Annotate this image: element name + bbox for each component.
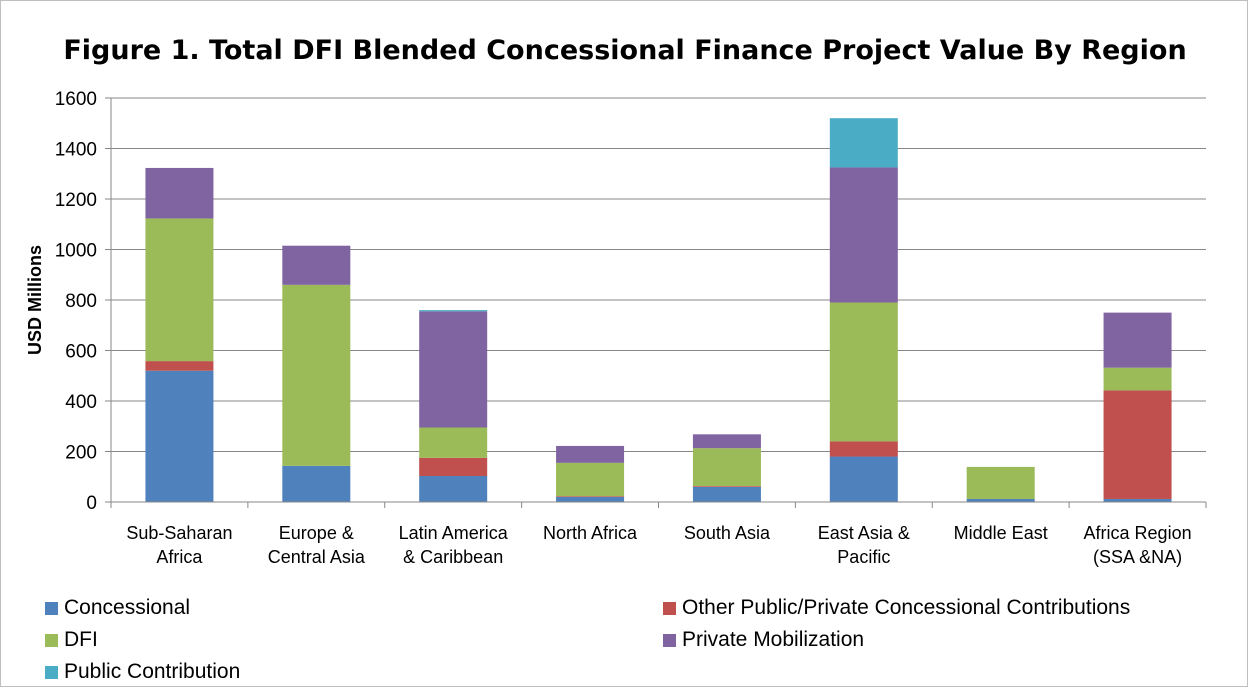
bar-segment-dfi — [282, 284, 351, 466]
bar-segment-concessional — [829, 456, 898, 502]
bar-segment-dfi — [1103, 367, 1172, 391]
legend-item: Concessional — [45, 596, 190, 619]
x-tick-label: South Asia — [684, 523, 771, 543]
legend-item: DFI — [45, 628, 98, 651]
y-axis-label: USD Millions — [25, 245, 45, 355]
legend-item: Public Contribution — [45, 660, 240, 683]
bar-segment-private-mobilization — [419, 311, 488, 428]
bar-segment-private-mobilization — [556, 445, 625, 463]
legend-item: Private Mobilization — [663, 628, 864, 651]
x-tick-labels: Sub-Saharan Africa Europe & Central Asia Lat… — [126, 523, 1191, 567]
y-tick-label: 0 — [86, 493, 97, 514]
axes — [105, 97, 1207, 508]
bar-segment-concessional — [692, 486, 761, 502]
bar-segment-dfi — [692, 448, 761, 487]
legend-label: Private Mobilization — [682, 628, 864, 651]
gridlines — [111, 97, 1206, 452]
bar-segment-other-public-private-concessional-contributions — [692, 486, 761, 487]
legend-swatch — [663, 634, 676, 647]
y-tick-label: 800 — [65, 291, 97, 312]
y-tick-label: 1000 — [55, 241, 97, 262]
legend-label: Other Public/Private Concessional Contri… — [682, 596, 1130, 619]
x-tick-label: Latin America & Caribbean — [399, 523, 509, 567]
legend-swatch — [663, 602, 676, 615]
bar-segment-public-contribution — [419, 310, 488, 312]
chart-title: Figure 1. Total DFI Blended Concessional… — [63, 35, 1186, 66]
legend: Concessional Other Public/Private Concess… — [45, 596, 1130, 683]
x-tick-label: East Asia & Pacific — [818, 523, 910, 567]
bar-segment-dfi — [145, 218, 214, 362]
x-tick-label: Sub-Saharan Africa — [126, 523, 232, 567]
bar-segment-concessional — [1103, 498, 1172, 502]
bar-segment-concessional — [282, 465, 351, 502]
x-tick-label: Middle East — [954, 523, 1048, 543]
bar-segment-other-public-private-concessional-contributions — [829, 441, 898, 457]
bar-segment-other-public-private-concessional-contributions — [556, 496, 625, 497]
y-tick-label: 1200 — [55, 190, 97, 211]
bar-segment-dfi — [556, 462, 625, 497]
bar-segment-concessional — [966, 498, 1035, 502]
bar-segment-dfi — [966, 466, 1035, 499]
y-tick-label: 200 — [65, 443, 97, 464]
y-tick-label: 600 — [65, 342, 97, 363]
legend-swatch — [45, 666, 58, 679]
x-tick-label: North Africa — [543, 523, 638, 543]
bar-segment-private-mobilization — [1103, 312, 1172, 368]
bar-segment-concessional — [145, 370, 214, 502]
bars — [145, 118, 1172, 502]
legend-swatch — [45, 634, 58, 647]
x-tick-label: Europe & Central Asia — [268, 523, 366, 567]
y-tick-labels: 0 200 400 600 800 1000 1200 1400 1600 — [55, 89, 97, 514]
bar-segment-other-public-private-concessional-contributions — [145, 361, 214, 371]
bar-segment-dfi — [419, 427, 488, 458]
bar-segment-public-contribution — [829, 118, 898, 168]
x-tick-label: Africa Region (SSA &NA) — [1084, 523, 1192, 567]
legend-label: Concessional — [64, 596, 190, 619]
y-tick-label: 1400 — [55, 140, 97, 161]
bar-segment-other-public-private-concessional-contributions — [1103, 390, 1172, 499]
bar-segment-private-mobilization — [145, 167, 214, 219]
y-tick-label: 1600 — [55, 89, 97, 110]
bar-segment-other-public-private-concessional-contributions — [419, 457, 488, 476]
legend-label: Public Contribution — [64, 660, 240, 683]
legend-item: Other Public/Private Concessional Contri… — [663, 596, 1130, 619]
bar-segment-private-mobilization — [829, 167, 898, 303]
bar-segment-dfi — [829, 302, 898, 442]
legend-swatch — [45, 602, 58, 615]
bar-segment-concessional — [419, 475, 488, 502]
bar-segment-private-mobilization — [282, 245, 351, 285]
y-tick-label: 400 — [65, 392, 97, 413]
bar-segment-concessional — [556, 496, 625, 502]
bar-segment-private-mobilization — [692, 434, 761, 449]
legend-label: DFI — [64, 628, 98, 651]
